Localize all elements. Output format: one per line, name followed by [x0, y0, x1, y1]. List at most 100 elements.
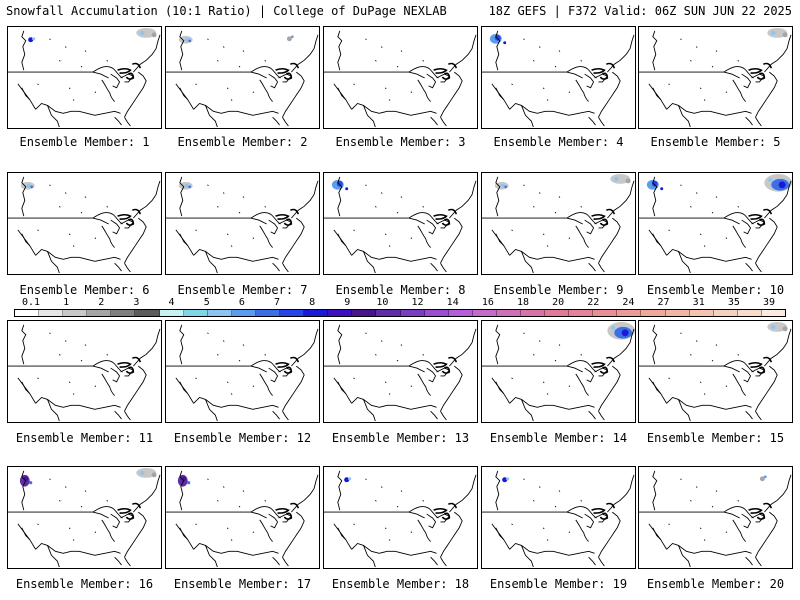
- colorbar-tick-label: 3: [133, 297, 140, 308]
- member-map-9: [481, 172, 636, 275]
- member-label: Ensemble Member: 10: [646, 283, 785, 297]
- member-map-20: [638, 466, 793, 569]
- member-label: Ensemble Member: 5: [650, 135, 781, 149]
- colorbar-segment: [737, 310, 762, 316]
- colorbar-segment: [689, 310, 714, 316]
- colorbar-tick-label: 22: [587, 297, 600, 308]
- colorbar-tick-label: 4: [168, 297, 175, 308]
- colorbar-segment: [569, 310, 594, 316]
- us-map-outline: [482, 30, 635, 128]
- colorbar-tick-label: 1: [63, 297, 70, 308]
- member-map-10: [638, 172, 793, 275]
- member-label: Ensemble Member: 15: [646, 431, 785, 445]
- member-label: Ensemble Member: 1: [19, 135, 150, 149]
- us-map-outline: [324, 470, 477, 568]
- colorbar-segment: [424, 310, 449, 316]
- colorbar-segment: [328, 310, 353, 316]
- us-map-outline: [324, 176, 477, 274]
- colorbar-tick-label: 27: [657, 297, 670, 308]
- us-map-outline: [639, 321, 792, 422]
- us-map-outline: [8, 467, 161, 568]
- us-map-outline: [166, 30, 319, 128]
- colorbar-tick-label: 9: [344, 297, 351, 308]
- member-map-17: [165, 466, 320, 569]
- member-map-12: [165, 320, 320, 423]
- member-map-6: [7, 172, 162, 275]
- member-map-1: [7, 26, 162, 129]
- run-valid-time: 18Z GEFS | F372 Valid: 06Z SUN JUN 22 20…: [488, 4, 792, 18]
- colorbar-segment: [255, 310, 281, 316]
- member-map-7: [165, 172, 320, 275]
- colorbar-segment: [761, 310, 785, 316]
- colorbar-segment: [135, 310, 160, 316]
- member-label: Ensemble Member: 14: [489, 431, 628, 445]
- colorbar-segment: [231, 310, 256, 316]
- member-map-15: [638, 320, 793, 423]
- member-label: Ensemble Member: 19: [489, 577, 628, 591]
- member-label: Ensemble Member: 12: [173, 431, 312, 445]
- colorbar-tick-label: 2: [98, 297, 105, 308]
- colorbar-segment: [593, 310, 618, 316]
- colorbar-segment: [280, 310, 305, 316]
- colorbar-tick-label: 12: [411, 297, 424, 308]
- colorbar-tick-label: 8: [309, 297, 316, 308]
- colorbar-segment: [304, 310, 329, 316]
- colorbar-segment: [207, 310, 232, 316]
- member-map-14: [481, 320, 636, 423]
- colorbar-segment: [617, 310, 642, 316]
- us-map-outline: [639, 173, 792, 274]
- colorbar-segment: [641, 310, 666, 316]
- colorbar-tick-label: 20: [552, 297, 565, 308]
- member-map-19: [481, 466, 636, 569]
- member-label: Ensemble Member: 9: [493, 283, 624, 297]
- us-map-outline: [482, 321, 635, 422]
- colorbar-tick-label: 0.1: [21, 297, 41, 308]
- colorbar-segment: [448, 310, 473, 316]
- us-map-outline: [324, 324, 477, 422]
- member-map-13: [323, 320, 478, 423]
- us-map-outline: [8, 176, 161, 274]
- colorbar-segment: [352, 310, 377, 316]
- member-label: Ensemble Member: 17: [173, 577, 312, 591]
- member-label: Ensemble Member: 16: [15, 577, 154, 591]
- member-label: Ensemble Member: 11: [15, 431, 154, 445]
- us-map-outline: [8, 324, 161, 422]
- colorbar-segment: [496, 310, 521, 316]
- colorbar-tick-label: 24: [622, 297, 635, 308]
- us-map-outline: [482, 470, 635, 568]
- member-label: Ensemble Member: 4: [493, 135, 624, 149]
- colorbar-tick-label: 39: [762, 297, 776, 308]
- member-label: Ensemble Member: 7: [177, 283, 308, 297]
- us-map-outline: [324, 30, 477, 128]
- colorbar-segment: [63, 310, 88, 316]
- member-map-8: [323, 172, 478, 275]
- member-map-3: [323, 26, 478, 129]
- colorbar-segment: [472, 310, 497, 316]
- colorbar-segment: [183, 310, 208, 316]
- colorbar-tick-label: 35: [727, 297, 740, 308]
- colorbar-tick-label: 10: [376, 297, 389, 308]
- member-label: Ensemble Member: 2: [177, 135, 308, 149]
- us-map-outline: [639, 470, 792, 568]
- member-label: Ensemble Member: 6: [19, 283, 150, 297]
- colorbar-tick-label: 18: [516, 297, 530, 308]
- member-map-2: [165, 26, 320, 129]
- colorbar-tick-label: 16: [481, 297, 494, 308]
- member-label: Ensemble Member: 8: [335, 283, 466, 297]
- colorbar-tick-label: 31: [692, 297, 705, 308]
- colorbar-tick-label: 14: [446, 297, 459, 308]
- colorbar-segment: [400, 310, 425, 316]
- us-map-outline: [482, 173, 635, 274]
- colorbar-segment: [159, 310, 184, 316]
- colorbar-segment: [545, 310, 570, 316]
- colorbar-tick-label: 7: [273, 297, 281, 308]
- member-label: Ensemble Member: 18: [331, 577, 470, 591]
- snowfall-colorbar: [14, 309, 786, 317]
- member-map-11: [7, 320, 162, 423]
- colorbar-segment: [520, 310, 546, 316]
- us-map-outline: [166, 176, 319, 274]
- member-label: Ensemble Member: 20: [646, 577, 785, 591]
- colorbar-segment: [87, 310, 112, 316]
- colorbar-tick-label: 5: [203, 297, 210, 308]
- colorbar-segment: [665, 310, 690, 316]
